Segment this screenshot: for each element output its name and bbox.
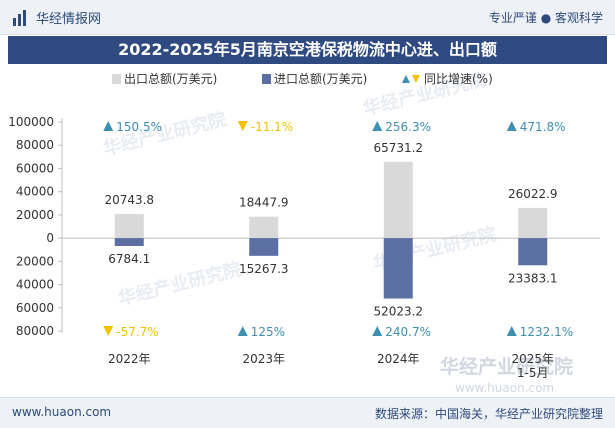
import-growth-up-icon (237, 326, 248, 336)
chart-title: 2022-2025年5月南京空港保税物流中心进、出口额 (8, 36, 607, 64)
legend-swatch-export (112, 74, 121, 84)
y-tick-label: 40000 (16, 278, 54, 292)
x-category-label: 2022年 (108, 352, 151, 366)
import-value-label: 52023.2 (373, 305, 423, 319)
top-bar: 华经情报网 专业严谨 ● 客观科学 (0, 0, 615, 35)
export-bar (114, 214, 144, 239)
import-bar (518, 238, 548, 266)
export-growth-up-icon (372, 121, 383, 131)
export-growth-label: 471.8% (520, 120, 566, 134)
export-growth-down-icon (237, 121, 248, 131)
logo-icon (13, 9, 26, 26)
x-category-label: 1-5月 (517, 366, 549, 380)
y-tick-label: 20000 (16, 254, 54, 268)
import-growth-up-icon (506, 326, 517, 336)
export-growth-up-icon (506, 121, 517, 131)
y-tick-label: 60000 (16, 161, 54, 175)
import-growth-up-icon (372, 326, 383, 336)
legend-label-import: 进口总额(万美元) (274, 72, 367, 86)
legend-swatch-import (262, 74, 271, 84)
footer: www.huaon.com 数据来源：中国海关，华经产业研究院整理 (0, 397, 615, 428)
y-tick-label: 80000 (16, 138, 54, 152)
import-bar (249, 238, 279, 256)
export-bar (518, 207, 548, 239)
y-tick-label: 20000 (16, 208, 54, 222)
export-growth-label: -11.1% (251, 120, 293, 134)
y-tick-label: 80000 (16, 324, 54, 338)
import-growth-label: -57.7% (116, 325, 158, 339)
import-bar (114, 238, 144, 246)
y-tick-label: 0 (46, 231, 54, 245)
brand-name: 华经情报网 (36, 12, 102, 27)
footer-source: 数据来源：中国海关，华经产业研究院整理 (374, 407, 603, 421)
import-growth-down-icon (103, 326, 114, 336)
y-tick-label: 100000 (8, 115, 54, 129)
x-category-label: 2025年 (511, 352, 554, 366)
import-bar (383, 238, 413, 299)
import-value-label: 23383.1 (508, 271, 558, 285)
legend-label-export: 出口总额(万美元) (124, 72, 217, 86)
export-value-label: 20743.8 (104, 193, 154, 207)
brand: 华经情报网 (12, 8, 101, 27)
export-value-label: 18447.9 (239, 196, 289, 210)
legend-up-triangle-icon (402, 75, 410, 83)
import-growth-label: 1232.1% (520, 325, 573, 339)
x-category-label: 2023年 (242, 352, 285, 366)
x-category-label: 2024年 (377, 352, 420, 366)
export-value-label: 65731.2 (373, 141, 423, 155)
export-growth-up-icon (103, 121, 114, 131)
export-bar (249, 216, 279, 239)
import-growth-label: 125% (251, 325, 285, 339)
export-value-label: 26022.9 (508, 187, 558, 201)
import-value-label: 15267.3 (239, 262, 289, 276)
watermark-text: www.huaon.com (455, 381, 554, 395)
footer-url[interactable]: www.huaon.com (12, 405, 112, 419)
y-tick-label: 60000 (16, 301, 54, 315)
legend-down-triangle-icon (412, 75, 420, 83)
export-bar (383, 161, 413, 239)
export-growth-label: 150.5% (116, 120, 162, 134)
slogan: 专业严谨 ● 客观科学 (488, 11, 603, 25)
export-growth-label: 256.3% (385, 120, 431, 134)
import-growth-label: 240.7% (385, 325, 431, 339)
legend-label-growth: 同比增速(%) (424, 72, 493, 86)
watermark-text: 华经产业研究院 (440, 355, 573, 378)
import-value-label: 6784.1 (108, 252, 150, 266)
y-tick-label: 40000 (16, 185, 54, 199)
